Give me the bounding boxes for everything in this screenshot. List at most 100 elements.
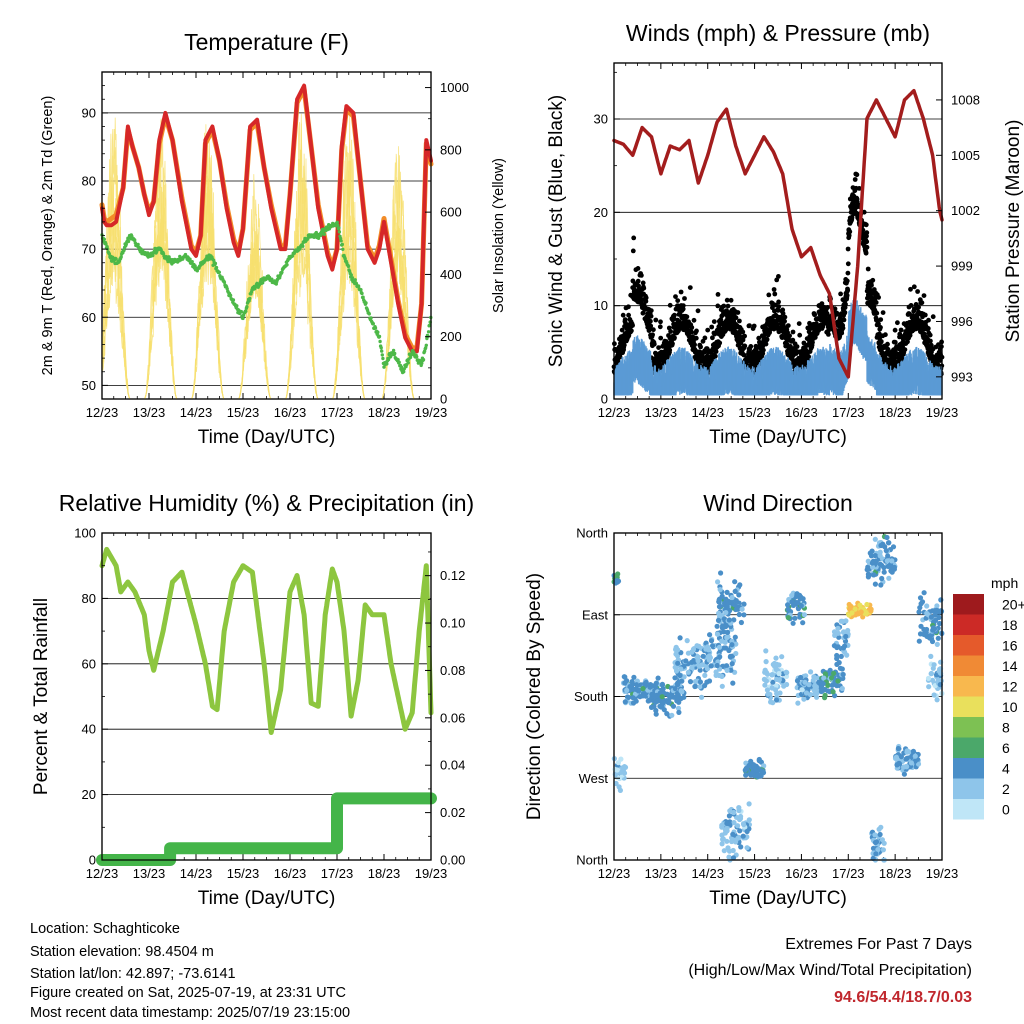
dewpoint-point xyxy=(349,273,353,277)
dewpoint-point xyxy=(341,247,345,251)
y-tick-label: 20 xyxy=(594,205,608,220)
y-axis-label: Sonic Wind & Gust (Blue, Black) xyxy=(546,95,567,367)
gust-point xyxy=(919,300,925,306)
dewpoint-point xyxy=(361,295,365,299)
gust-point xyxy=(863,222,869,228)
solar-trace xyxy=(191,189,225,400)
x-tick-label: 13/23 xyxy=(133,405,166,420)
dewpoint-point xyxy=(397,360,401,364)
gust-point xyxy=(689,329,694,335)
gust-point xyxy=(648,308,654,313)
gust-point xyxy=(902,347,908,352)
gust-point xyxy=(834,310,840,316)
gust-point xyxy=(790,337,796,343)
dewpoint-point xyxy=(340,242,344,247)
gust-point xyxy=(832,306,838,312)
gust-point xyxy=(742,343,748,349)
y2-axis-label: Station Pressure (Maroon) xyxy=(1003,120,1024,343)
gust-point xyxy=(864,239,870,245)
dewpoint-point xyxy=(133,238,137,242)
dewpoint-point xyxy=(228,293,233,298)
x-tick-label: 18/23 xyxy=(368,405,401,420)
dewpoint-point xyxy=(102,237,107,241)
gust-point xyxy=(825,305,830,310)
dewpoint-point xyxy=(350,276,355,280)
gust-point xyxy=(861,209,867,215)
dewpoint-point xyxy=(426,330,431,334)
gust-point xyxy=(840,325,846,331)
gust-point xyxy=(878,317,884,322)
gust-point xyxy=(684,314,690,320)
y2-tick-label: 1008 xyxy=(951,92,980,107)
gust-point xyxy=(718,317,724,322)
dewpoint-point xyxy=(367,312,371,316)
gust-point xyxy=(854,172,860,178)
gust-point xyxy=(648,318,653,324)
x-tick-label: 14/23 xyxy=(180,866,213,881)
dewpoint-point xyxy=(380,353,384,357)
gust-point xyxy=(844,293,850,298)
gust-point xyxy=(680,306,686,312)
y2-tick-label: 1000 xyxy=(440,80,469,95)
gust-point xyxy=(845,246,851,252)
gust-point xyxy=(839,330,845,336)
gust-point xyxy=(643,298,649,304)
gust-point xyxy=(780,307,786,313)
gust-point xyxy=(794,344,800,349)
gust-point xyxy=(790,329,796,335)
dewpoint-point xyxy=(402,370,406,374)
gust-point xyxy=(713,353,718,359)
solar-trace xyxy=(238,228,272,400)
gust-point xyxy=(926,317,931,323)
solar-trace xyxy=(285,213,319,400)
gust-point xyxy=(620,312,626,318)
x-axis-label: Time (Day/UTC) xyxy=(198,427,336,448)
dewpoint-point xyxy=(381,356,385,361)
gust-point xyxy=(876,295,881,300)
gust-point xyxy=(869,282,874,288)
gust-point xyxy=(695,308,701,314)
gust-point xyxy=(763,341,769,347)
gust-point xyxy=(846,233,852,238)
y2-tick-label: 1005 xyxy=(951,148,980,163)
dewpoint-point xyxy=(214,265,219,270)
dewpoint-point xyxy=(188,257,192,261)
dewpoint-point xyxy=(369,316,373,320)
gust-point xyxy=(692,342,697,348)
gust-point xyxy=(717,340,723,346)
gust-point xyxy=(626,304,631,310)
x-tick-label: 12/23 xyxy=(598,405,631,420)
dewpoint-point xyxy=(343,256,347,261)
gust-point xyxy=(775,308,781,313)
gust-point xyxy=(824,311,830,317)
dewpoint-point xyxy=(248,296,252,301)
gust-point xyxy=(643,295,649,301)
solar-trace xyxy=(101,117,131,399)
gust-point xyxy=(780,311,786,316)
gust-point xyxy=(667,347,673,353)
gust-point xyxy=(826,332,831,337)
gust-point xyxy=(810,340,815,345)
gust-point xyxy=(675,298,681,303)
gust-point xyxy=(705,327,711,333)
gust-point xyxy=(694,328,699,334)
gust-point xyxy=(725,303,731,309)
dewpoint-point xyxy=(122,248,126,253)
dewpoint-point xyxy=(376,330,380,334)
gust-point xyxy=(925,326,931,331)
gust-point xyxy=(626,312,631,318)
x-tick-label: 14/23 xyxy=(180,405,213,420)
gust-point xyxy=(878,339,884,344)
y2-tick-label: 0 xyxy=(440,392,447,407)
gust-point xyxy=(819,301,825,306)
dewpoint-point xyxy=(280,270,284,274)
gust-point xyxy=(715,303,721,309)
gust-point xyxy=(621,342,627,348)
panel-winds: 12/23 13/23 14/23 15/23 16/23 17/23 18/23 19/23… xyxy=(546,20,1024,448)
gust-point xyxy=(668,329,673,334)
gust-point xyxy=(870,277,876,283)
dewpoint-point xyxy=(389,354,393,358)
gust-point xyxy=(876,321,881,327)
dewpoint-point xyxy=(380,349,384,353)
